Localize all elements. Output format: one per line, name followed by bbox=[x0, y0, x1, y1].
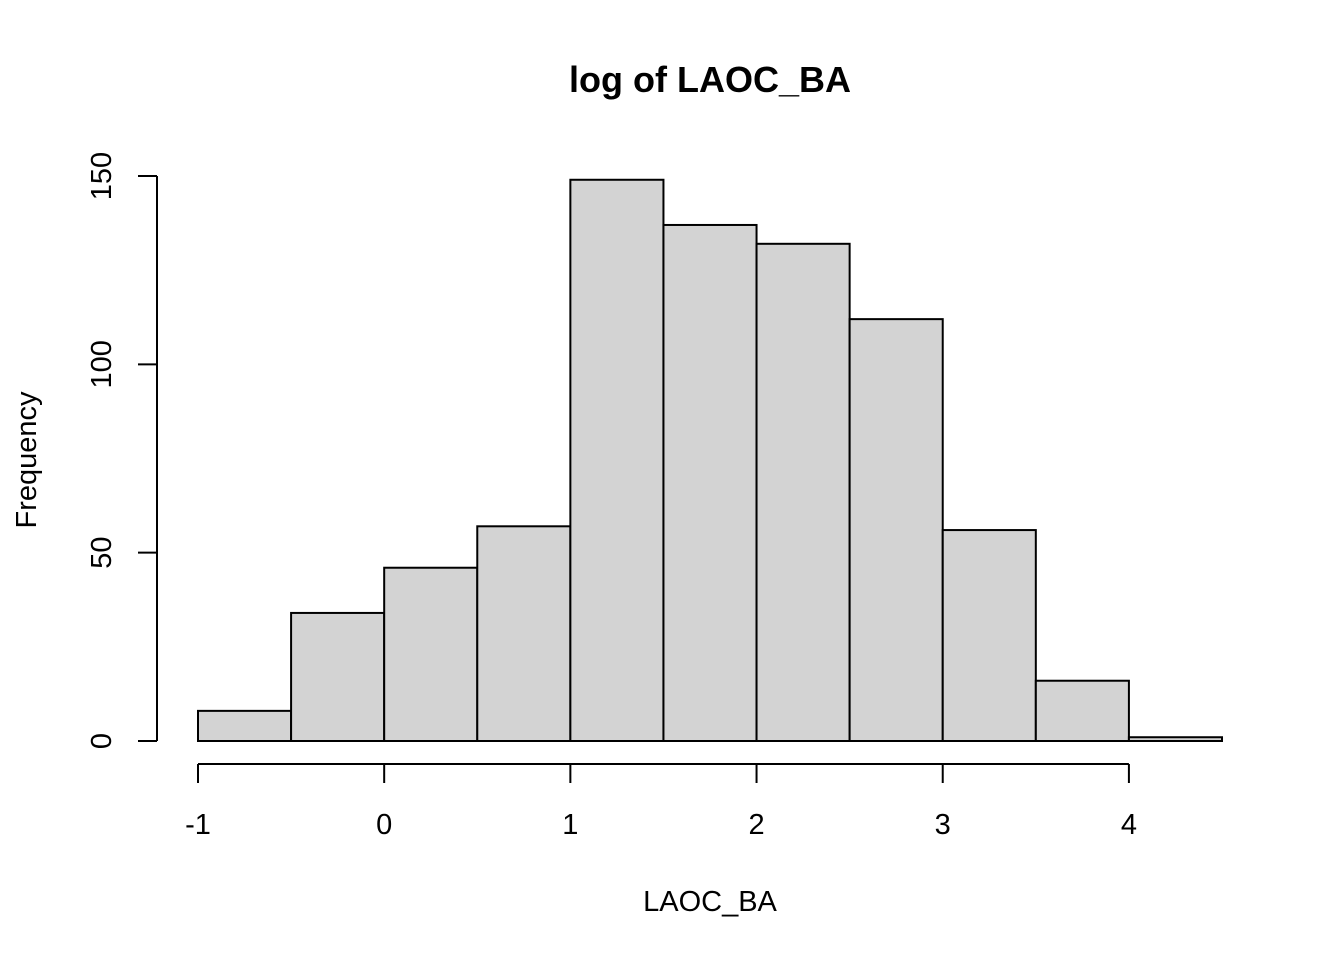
y-axis: 0 50 100 150 bbox=[86, 152, 158, 749]
histogram-bar bbox=[383, 566, 479, 742]
y-tick-label: 100 bbox=[86, 340, 118, 388]
x-tick-label: -1 bbox=[185, 809, 211, 841]
histogram-bar bbox=[290, 611, 386, 743]
x-tick-label: 4 bbox=[1121, 809, 1137, 841]
histogram-bar bbox=[848, 318, 944, 742]
chart-title: log of LAOC_BA bbox=[569, 59, 851, 100]
x-tick-label: 0 bbox=[376, 809, 392, 841]
y-tick-label: 150 bbox=[86, 152, 118, 200]
histogram-bar bbox=[755, 242, 851, 743]
x-tick-label: 3 bbox=[935, 809, 951, 841]
x-axis-label: LAOC_BA bbox=[643, 886, 777, 918]
x-axis: -1 0 1 2 3 4 bbox=[185, 763, 1137, 841]
x-tick-label: 1 bbox=[562, 809, 578, 841]
y-tick-label: 0 bbox=[86, 733, 118, 749]
histogram-bar bbox=[569, 178, 665, 742]
x-tick-label: 2 bbox=[748, 809, 764, 841]
histogram-bar bbox=[941, 529, 1037, 742]
y-tick-label: 50 bbox=[86, 537, 118, 569]
histogram-bar bbox=[662, 223, 758, 742]
histogram-bar bbox=[1127, 736, 1223, 743]
histogram-bar bbox=[1034, 679, 1130, 743]
bars-group bbox=[197, 178, 1223, 743]
histogram-bar bbox=[197, 709, 293, 742]
histogram-bar bbox=[476, 525, 572, 742]
y-axis-label: Frequency bbox=[11, 391, 43, 529]
